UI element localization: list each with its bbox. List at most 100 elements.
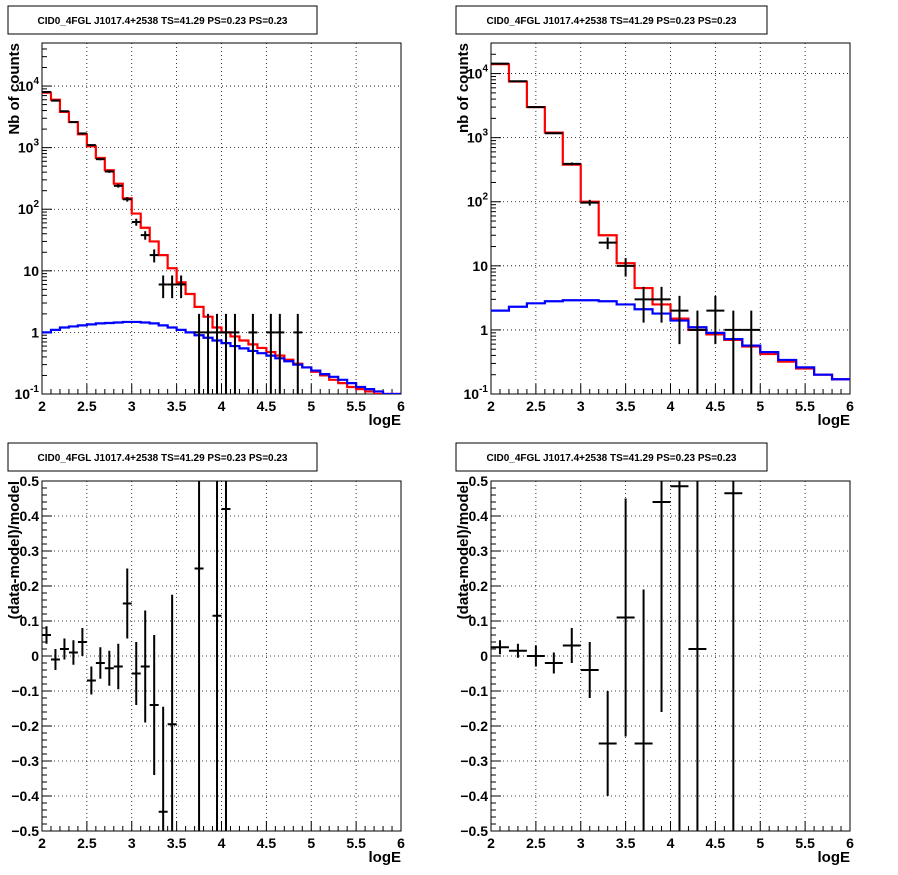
chart-title: CID0_4FGL J1017.4+2538 TS=41.29 PS=0.23 … [38, 16, 288, 27]
data-point [212, 481, 222, 831]
y-tick-label: −0.2 [11, 718, 39, 734]
x-tick-label: 6 [846, 835, 854, 851]
data-point [68, 640, 78, 665]
data-point [68, 121, 78, 124]
y-tick-label: −0.1 [11, 683, 39, 699]
x-tick-label: 3.5 [167, 835, 187, 851]
y-tick-label: 103 [18, 138, 40, 156]
data-point [104, 650, 114, 686]
title-box [7, 442, 318, 472]
data-point [59, 110, 69, 113]
data-point [50, 99, 60, 102]
y-tick-label: 0.3 [469, 543, 489, 559]
x-tick-label: 3.5 [616, 398, 636, 414]
x-tick-label: 6 [397, 835, 405, 851]
data-point [293, 313, 303, 394]
x-axis-title: logE [818, 412, 851, 429]
data-point [724, 481, 743, 831]
y-tick-label: 102 [18, 199, 40, 217]
chart-title: CID0_4FGL J1017.4+2538 TS=41.29 PS=0.23 … [487, 16, 737, 27]
y-tick-label: 0.5 [20, 473, 40, 489]
y-tick-label: 0 [480, 648, 488, 664]
data-point [194, 481, 204, 831]
y-tick-label: 0.4 [469, 508, 489, 524]
x-tick-label: 4.5 [706, 398, 726, 414]
data-point [652, 286, 671, 323]
data-point [688, 481, 707, 831]
x-tick-label: 3.5 [616, 835, 636, 851]
x-tick-label: 5.5 [795, 398, 815, 414]
title-box [455, 442, 768, 472]
x-tick-label: 4 [218, 398, 226, 414]
x-axis-title: logE [369, 849, 402, 866]
data-point [77, 132, 87, 135]
y-tick-label: −0.5 [11, 823, 39, 839]
plot-frame [490, 480, 851, 832]
y-tick-label: 10 [472, 258, 488, 274]
y-tick-label: −0.5 [460, 823, 488, 839]
data-point [544, 652, 563, 674]
data-point [724, 310, 743, 394]
data-point [598, 237, 617, 250]
y-tick-label: 1 [31, 324, 39, 340]
data-point [526, 645, 545, 667]
data-point [562, 162, 581, 166]
y-tick-label: 0.1 [20, 613, 40, 629]
data-point [670, 295, 689, 345]
y-tick-label: 1 [480, 322, 488, 338]
y-tick-label: 0.2 [469, 578, 489, 594]
data-point [544, 132, 563, 135]
x-tick-label: 4 [218, 835, 226, 851]
plot-frame [41, 480, 402, 832]
x-tick-label: 2.5 [526, 398, 546, 414]
x-tick-label: 2.5 [526, 835, 546, 851]
x-tick-label: 5 [756, 398, 764, 414]
data-point [742, 310, 761, 394]
data-point [248, 313, 258, 394]
data-point [95, 647, 105, 679]
chart-title: CID0_4FGL J1017.4+2538 TS=41.29 PS=0.23 … [38, 453, 288, 464]
x-tick-label: 5 [307, 835, 315, 851]
data-point [616, 498, 635, 737]
grid [42, 43, 401, 394]
y-tick-label: 0 [31, 648, 39, 664]
data-point [562, 628, 581, 663]
data-point [706, 295, 725, 345]
x-tick-label: 2 [487, 398, 495, 414]
chart-title: CID0_4FGL J1017.4+2538 TS=41.29 PS=0.23 … [487, 453, 737, 464]
data-layer [42, 481, 231, 831]
data-point [131, 218, 141, 226]
x-tick-label: 2 [38, 835, 46, 851]
x-tick-label: 6 [846, 398, 854, 414]
data-point [221, 313, 231, 394]
x-tick-label: 3.5 [167, 398, 187, 414]
data-point [266, 313, 276, 394]
data-point [122, 197, 132, 202]
y-tick-label: −0.3 [460, 753, 488, 769]
data-point [212, 313, 222, 394]
x-tick-label: 4.5 [257, 835, 277, 851]
data-point [140, 231, 150, 240]
y-tick-label: 0.2 [20, 578, 40, 594]
data-point [616, 258, 635, 277]
x-tick-label: 3 [577, 835, 585, 851]
x-tick-label: 6 [397, 398, 405, 414]
data-point [113, 184, 123, 188]
data-point [158, 275, 168, 299]
x-tick-label: 4 [667, 398, 675, 414]
data-point [167, 594, 177, 831]
y-tick-label: 10-1 [464, 384, 489, 402]
data-point [580, 199, 599, 206]
data-point [275, 313, 285, 394]
data-point [598, 691, 617, 796]
y-tick-label: 0.3 [20, 543, 40, 559]
chart-panel-3: 2 2.5 3 3.5 4 4.5 5 5.5 6 −0.5 −0.4 −0.3 −0.2 −0.1 0 0.… [6, 442, 405, 866]
data-point [203, 313, 213, 394]
data-point [149, 635, 159, 775]
y-tick-label: 102 [467, 192, 489, 210]
data-point [50, 649, 60, 670]
data-layer [491, 62, 850, 394]
data-point [131, 642, 141, 705]
data-point [104, 170, 114, 173]
